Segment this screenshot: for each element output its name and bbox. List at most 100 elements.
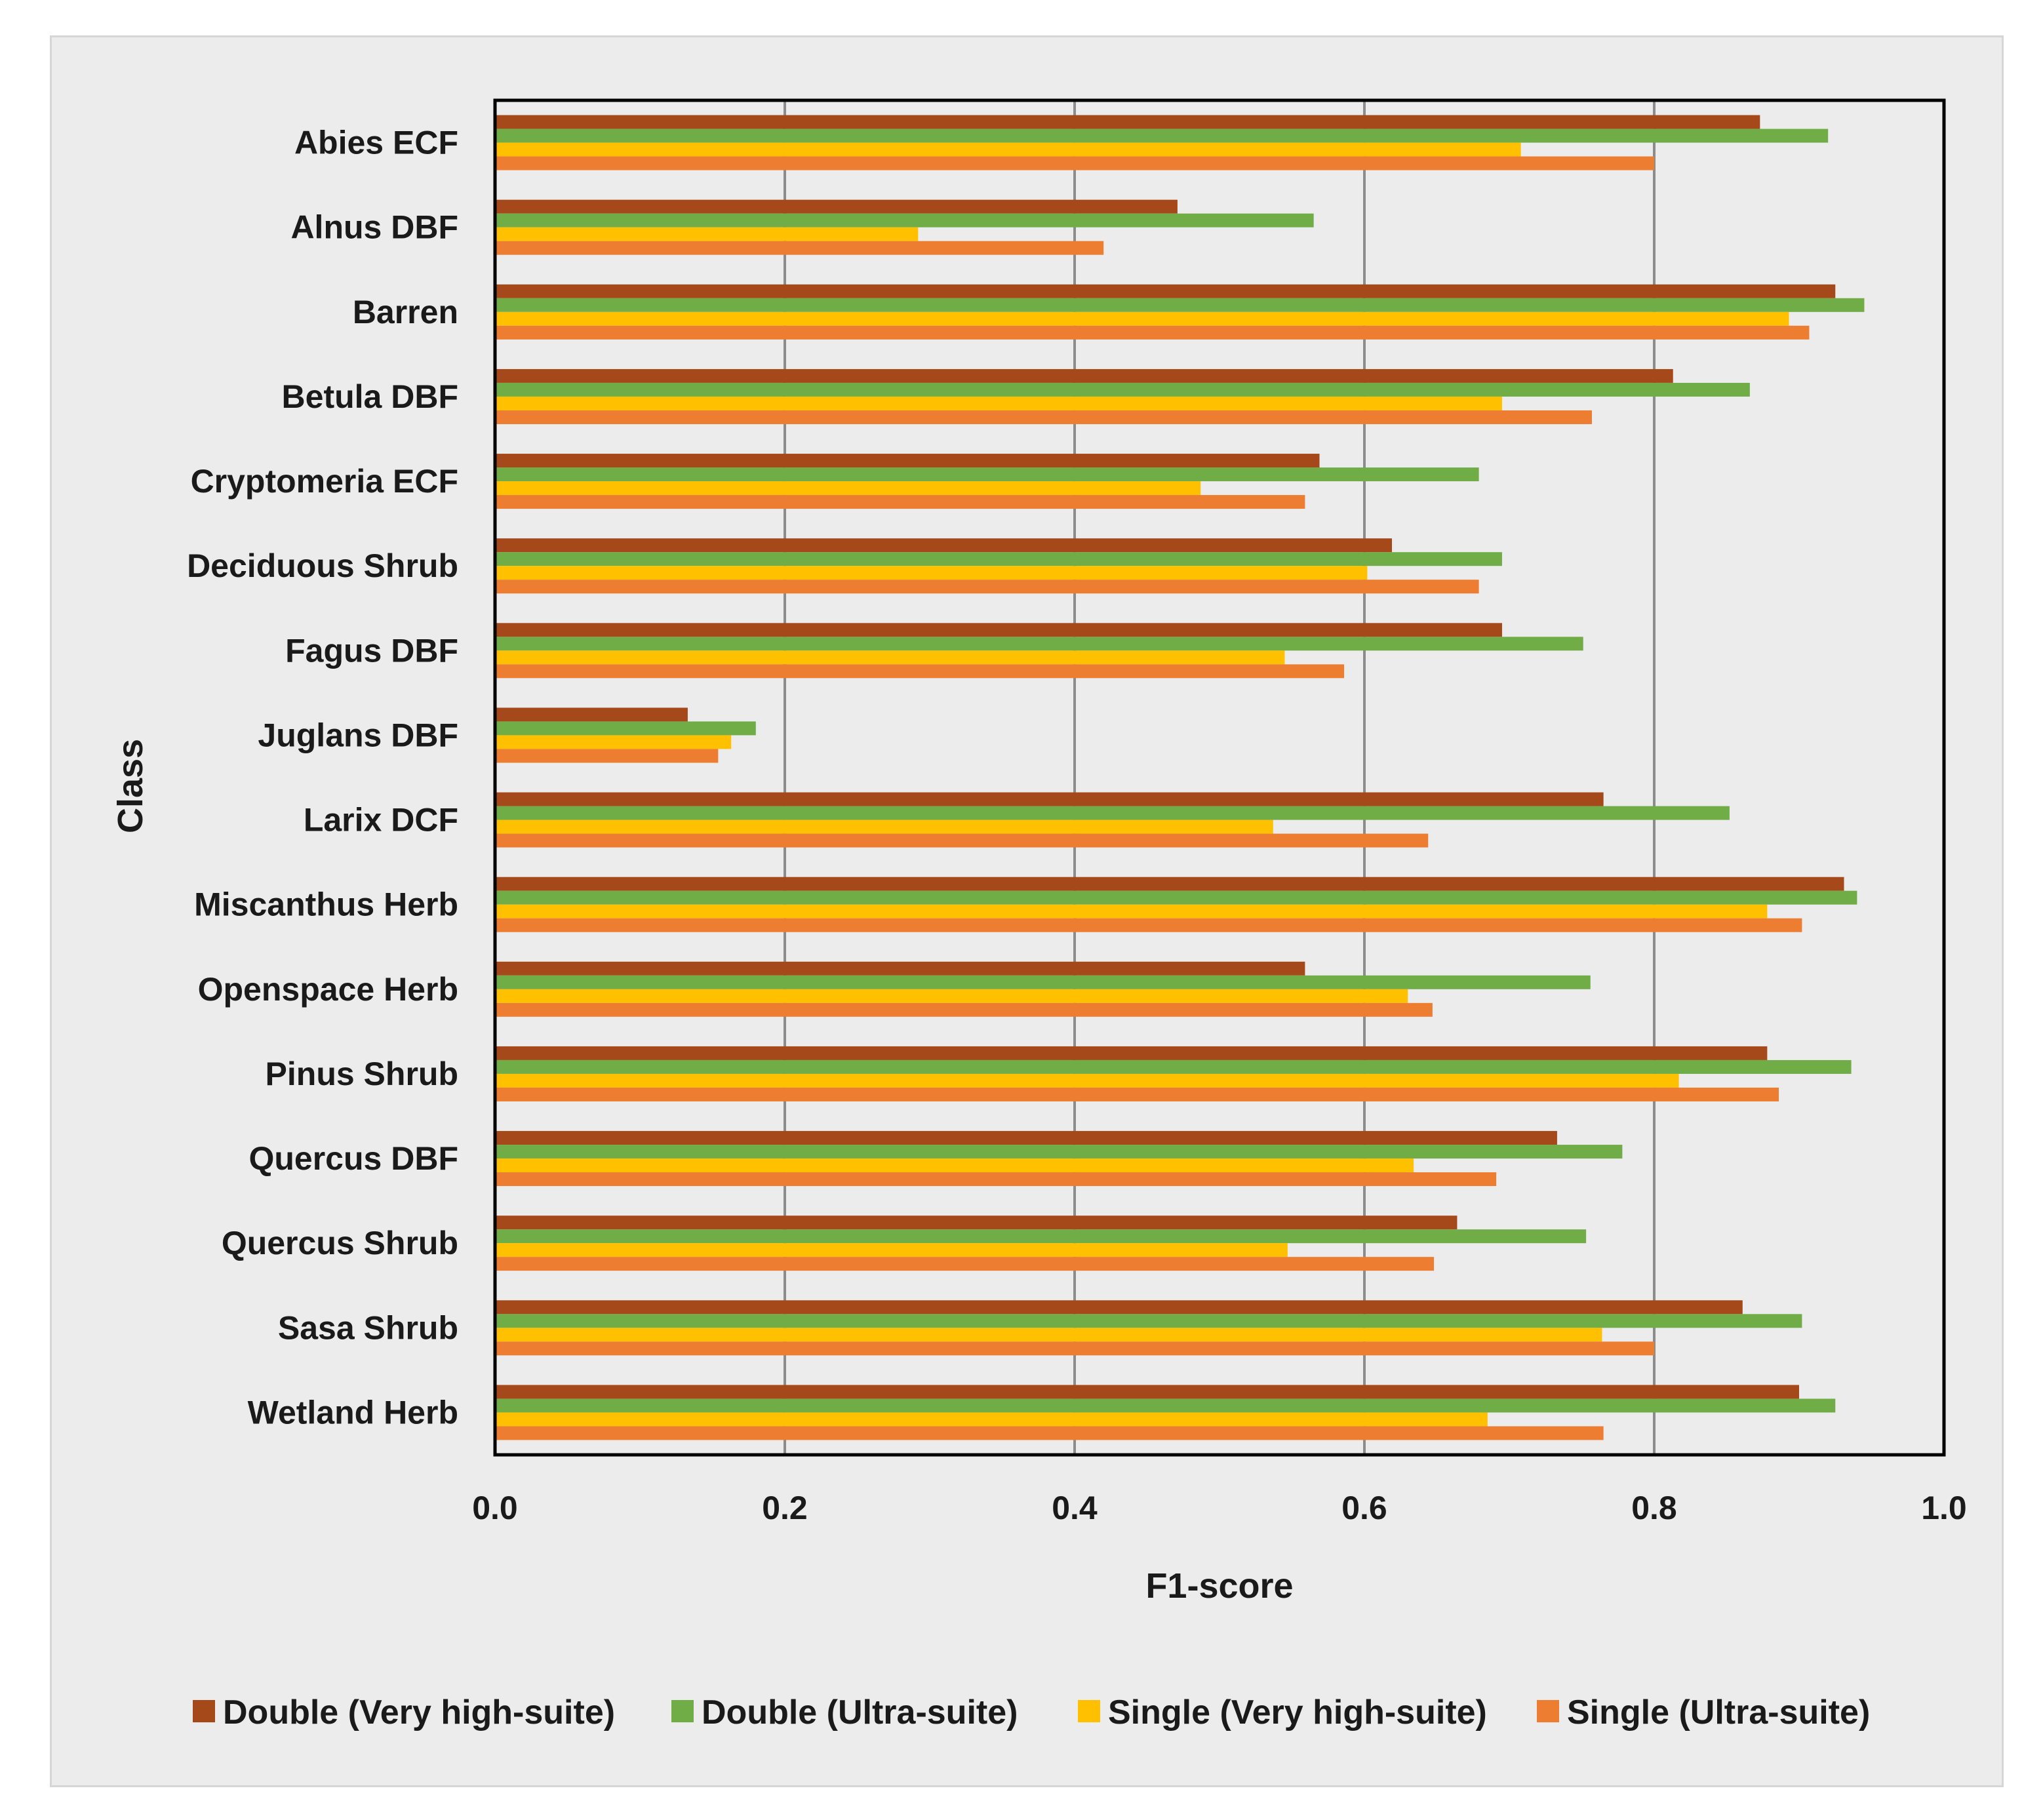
bar-miscanthus-herb-single-very-high-suite — [495, 904, 1768, 919]
bar-quercus-shrub-single-very-high-suite — [495, 1243, 1288, 1257]
bar-cryptomeria-ecf-double-very-high-suite — [495, 454, 1320, 468]
y-axis-title: Class — [111, 739, 150, 833]
plot-area-border — [493, 98, 1946, 1457]
bar-barren-double-ultra-suite — [495, 298, 1865, 312]
legend-swatch-double-very-high-suite — [193, 1700, 215, 1722]
chart-frame: Abies ECF Alnus DBF Barren Betula DBF Crypto… — [50, 35, 2004, 1787]
bar-abies-ecf-double-ultra-suite — [495, 129, 1829, 143]
bar-wetland-herb-double-very-high-suite — [495, 1385, 1799, 1399]
bar-deciduous-shrub-single-very-high-suite — [495, 566, 1368, 580]
x-axis-title: F1-score — [1145, 1566, 1293, 1606]
bar-deciduous-shrub-double-very-high-suite — [495, 538, 1392, 553]
category-label-barren: Barren — [353, 294, 458, 330]
bar-cryptomeria-ecf-single-ultra-suite — [495, 495, 1305, 509]
x-tick-label-0-6: 0.6 — [1341, 1490, 1387, 1526]
category-label-quercus-shrub: Quercus Shrub — [222, 1225, 458, 1261]
bar-quercus-dbf-double-very-high-suite — [495, 1131, 1557, 1145]
bar-larix-dcf-double-ultra-suite — [495, 806, 1730, 820]
legend-swatch-double-ultra-suite — [671, 1700, 694, 1722]
bar-betula-dbf-single-very-high-suite — [495, 396, 1502, 410]
bar-abies-ecf-single-very-high-suite — [495, 142, 1521, 157]
bar-fagus-dbf-single-ultra-suite — [495, 664, 1345, 679]
x-tick-label-0-2: 0.2 — [762, 1490, 808, 1526]
legend-label-single-very-high-suite: Single (Very high-suite) — [1108, 1693, 1487, 1731]
category-label-deciduous-shrub: Deciduous Shrub — [187, 547, 458, 584]
bar-juglans-dbf-single-ultra-suite — [495, 749, 719, 763]
category-label-wetland-herb: Wetland Herb — [248, 1394, 458, 1431]
category-labels: Abies ECF Alnus DBF Barren Betula DBF Crypto… — [187, 125, 458, 1431]
bar-sasa-shrub-double-very-high-suite — [495, 1300, 1743, 1315]
bar-pinus-shrub-single-ultra-suite — [495, 1087, 1779, 1101]
bar-quercus-dbf-single-very-high-suite — [495, 1158, 1414, 1173]
bar-miscanthus-herb-double-ultra-suite — [495, 890, 1857, 905]
legend-swatch-single-ultra-suite — [1537, 1700, 1559, 1722]
category-label-betula-dbf: Betula DBF — [282, 378, 458, 415]
legend-swatch-single-very-high-suite — [1078, 1700, 1100, 1722]
bar-fagus-dbf-double-ultra-suite — [495, 637, 1583, 651]
bar-openspace-herb-single-ultra-suite — [495, 1002, 1433, 1017]
bar-miscanthus-herb-double-very-high-suite — [495, 877, 1844, 891]
bar-wetland-herb-single-ultra-suite — [495, 1426, 1604, 1440]
bar-abies-ecf-double-very-high-suite — [495, 115, 1760, 129]
legend-label-double-very-high-suite: Double (Very high-suite) — [223, 1693, 615, 1731]
category-label-fagus-dbf: Fagus DBF — [285, 632, 458, 669]
x-tick-labels: 0.0 0.2 0.4 0.6 0.8 1.0 — [472, 1490, 1967, 1526]
category-label-openspace-herb: Openspace Herb — [198, 971, 458, 1008]
bar-alnus-dbf-double-very-high-suite — [495, 199, 1178, 214]
bar-pinus-shrub-single-very-high-suite — [495, 1073, 1679, 1088]
legend: Double (Very high-suite) Double (Ultra-su… — [193, 1693, 1870, 1731]
bar-quercus-shrub-single-ultra-suite — [495, 1257, 1435, 1271]
category-label-abies-ecf: Abies ECF — [294, 125, 458, 161]
f1-score-bar-chart: Abies ECF Alnus DBF Barren Betula DBF Crypto… — [111, 98, 1967, 1731]
bar-alnus-dbf-single-ultra-suite — [495, 241, 1104, 255]
bar-betula-dbf-double-ultra-suite — [495, 382, 1750, 397]
bar-abies-ecf-single-ultra-suite — [495, 156, 1654, 170]
bar-quercus-dbf-double-ultra-suite — [495, 1145, 1623, 1159]
bar-deciduous-shrub-single-ultra-suite — [495, 580, 1479, 594]
bar-cryptomeria-ecf-single-very-high-suite — [495, 481, 1201, 496]
x-tick-label-1-0: 1.0 — [1921, 1490, 1967, 1526]
legend-label-single-ultra-suite: Single (Ultra-suite) — [1567, 1693, 1870, 1731]
bar-betula-dbf-double-very-high-suite — [495, 368, 1673, 383]
bar-pinus-shrub-double-very-high-suite — [495, 1046, 1768, 1060]
bar-sasa-shrub-single-ultra-suite — [495, 1341, 1654, 1356]
category-label-quercus-dbf: Quercus DBF — [248, 1140, 458, 1177]
bar-miscanthus-herb-single-ultra-suite — [495, 918, 1802, 932]
bar-openspace-herb-single-very-high-suite — [495, 989, 1408, 1003]
bar-openspace-herb-double-very-high-suite — [495, 961, 1305, 976]
bar-deciduous-shrub-double-ultra-suite — [495, 552, 1502, 566]
bar-larix-dcf-double-very-high-suite — [495, 792, 1604, 806]
x-tick-label-0-8: 0.8 — [1631, 1490, 1677, 1526]
bar-fagus-dbf-single-very-high-suite — [495, 650, 1285, 665]
bar-juglans-dbf-double-ultra-suite — [495, 721, 756, 736]
bar-wetland-herb-double-ultra-suite — [495, 1398, 1836, 1413]
bar-barren-single-very-high-suite — [495, 311, 1789, 326]
bar-betula-dbf-single-ultra-suite — [495, 410, 1592, 424]
bar-juglans-dbf-double-very-high-suite — [495, 707, 688, 722]
category-label-miscanthus-herb: Miscanthus Herb — [194, 886, 458, 923]
category-label-cryptomeria-ecf: Cryptomeria ECF — [191, 463, 458, 500]
bar-larix-dcf-single-very-high-suite — [495, 820, 1273, 834]
bar-alnus-dbf-double-ultra-suite — [495, 213, 1314, 227]
bar-openspace-herb-double-ultra-suite — [495, 975, 1591, 989]
x-tick-label-0-4: 0.4 — [1052, 1490, 1098, 1526]
bar-wetland-herb-single-very-high-suite — [495, 1412, 1488, 1427]
bar-barren-double-very-high-suite — [495, 284, 1836, 298]
bar-fagus-dbf-double-very-high-suite — [495, 623, 1502, 637]
bar-sasa-shrub-single-very-high-suite — [495, 1328, 1602, 1342]
bar-juglans-dbf-single-very-high-suite — [495, 735, 732, 749]
bar-cryptomeria-ecf-double-ultra-suite — [495, 467, 1479, 482]
x-tick-label-0-0: 0.0 — [472, 1490, 518, 1526]
category-label-sasa-shrub: Sasa Shrub — [278, 1309, 458, 1346]
bar-quercus-shrub-double-very-high-suite — [495, 1216, 1458, 1230]
bar-quercus-dbf-single-ultra-suite — [495, 1172, 1497, 1187]
category-label-pinus-shrub: Pinus Shrub — [266, 1056, 458, 1092]
bar-sasa-shrub-double-ultra-suite — [495, 1314, 1802, 1328]
bar-larix-dcf-single-ultra-suite — [495, 833, 1429, 848]
legend-label-double-ultra-suite: Double (Ultra-suite) — [702, 1693, 1018, 1731]
category-label-juglans-dbf: Juglans DBF — [258, 717, 458, 753]
category-label-larix-dcf: Larix DCF — [304, 802, 458, 839]
bar-quercus-shrub-double-ultra-suite — [495, 1229, 1587, 1244]
category-label-alnus-dbf: Alnus DBF — [290, 209, 458, 246]
bar-group — [495, 115, 1865, 1440]
